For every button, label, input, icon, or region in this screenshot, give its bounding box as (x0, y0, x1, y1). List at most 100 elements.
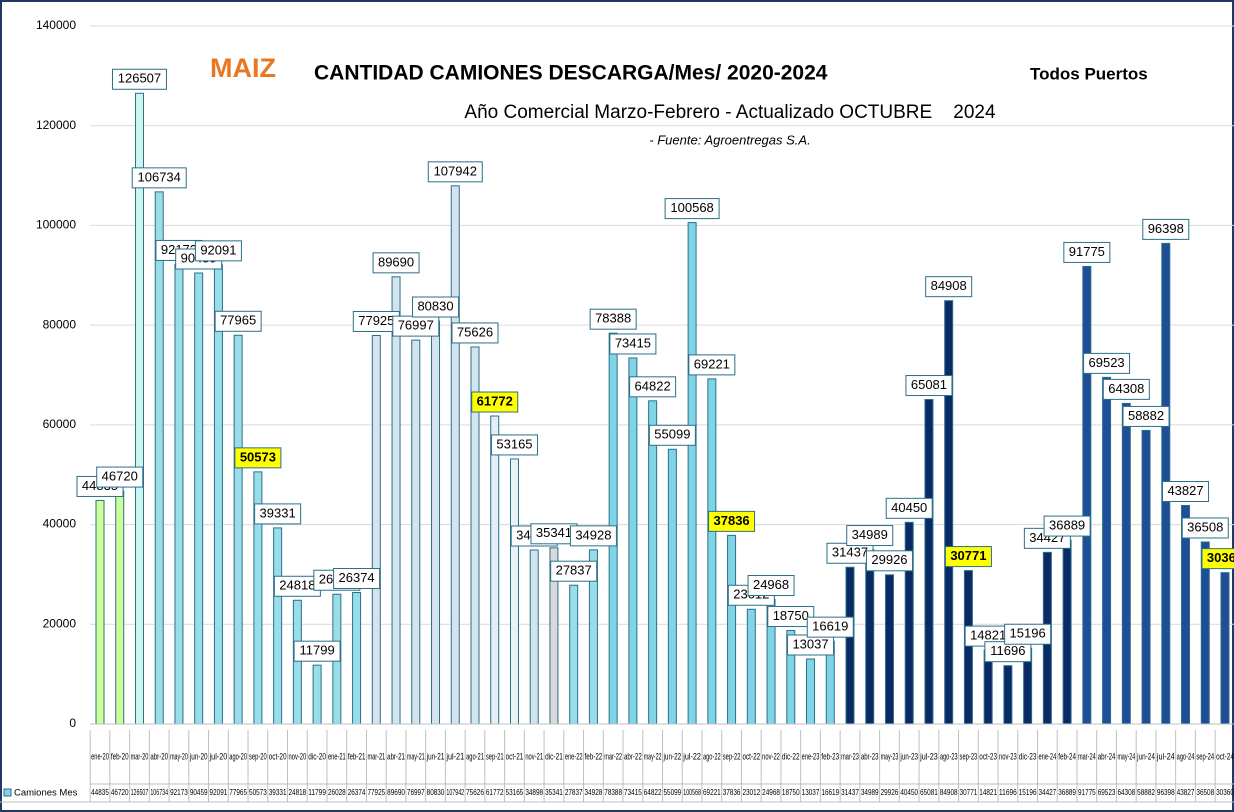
bar (727, 534, 737, 725)
value-label: 24818 (279, 578, 315, 593)
value-label: 80830 (417, 298, 453, 313)
x-tick-label: may-21 (407, 751, 425, 761)
bar (450, 185, 460, 725)
y-tick-label: 120000 (36, 118, 76, 132)
table-value: 69221 (703, 788, 721, 797)
bar (174, 263, 184, 725)
value-label: 96398 (1148, 221, 1184, 236)
table-value: 58882 (1137, 788, 1155, 797)
x-tick-label: ene-20 (91, 751, 109, 761)
chart-title: CANTIDAD CAMIONES DESCARGA/Mes/ 2020-202… (314, 62, 828, 85)
value-label: 37836 (714, 513, 750, 528)
table-value: 107942 (446, 788, 464, 797)
value-label: 64308 (1108, 381, 1144, 396)
table-value: 44835 (91, 788, 109, 797)
source: - Fuente: Agroentregas S.A. (649, 132, 810, 147)
table-value: 37836 (723, 788, 741, 797)
value-label: 36508 (1187, 519, 1223, 534)
bar (490, 415, 500, 725)
value-label: 34989 (852, 527, 888, 542)
x-tick-label: jul-20 (209, 751, 228, 761)
x-tick-label: jul-24 (1156, 751, 1175, 761)
value-label: 18750 (773, 608, 809, 623)
x-tick-label: oct-21 (506, 751, 524, 761)
table-value: 84908 (940, 788, 958, 797)
value-label: 29926 (871, 552, 907, 567)
y-tick-label: 80000 (43, 317, 77, 331)
x-tick-label: nov-23 (999, 751, 1017, 761)
table-value: 35341 (545, 788, 563, 797)
x-tick-label: mar-20 (131, 751, 149, 761)
table-value: 11799 (308, 788, 326, 797)
value-label-box (194, 240, 242, 262)
value-label: 77925 (358, 313, 394, 328)
table-value: 23012 (742, 788, 760, 797)
value-label: 107942 (434, 163, 477, 178)
bar (1220, 572, 1230, 725)
value-label-box (471, 391, 519, 413)
table-value: 80830 (427, 788, 445, 797)
x-tick-label: may-23 (881, 751, 899, 761)
table-value: 106734 (150, 788, 168, 797)
bar (944, 300, 954, 725)
x-tick-label: ene-21 (328, 751, 346, 761)
value-label: 30360 (1207, 550, 1234, 565)
value-label-box (254, 503, 302, 525)
x-tick-label: may-22 (644, 751, 662, 761)
value-label-box (1181, 517, 1229, 539)
value-label-box (905, 375, 953, 397)
value-label-box (1162, 480, 1210, 502)
value-label-box (569, 525, 617, 547)
bar (707, 378, 717, 725)
table-value: 31437 (841, 788, 859, 797)
x-tick-label: mar-21 (367, 751, 385, 761)
value-label-box (1043, 515, 1091, 537)
bar (687, 222, 697, 725)
bar (411, 339, 421, 725)
x-tick-label: sep-21 (486, 751, 504, 761)
subtitle: Año Comercial Marzo-Febrero - Actualizad… (464, 102, 996, 123)
table-value: 30360 (1216, 788, 1234, 797)
value-label: 61772 (477, 393, 513, 408)
x-tick-label: jun-24 (1136, 751, 1154, 761)
value-label-box (806, 616, 854, 638)
bar (648, 400, 658, 725)
value-label: 11696 (990, 643, 1025, 658)
y-tick-label: 40000 (43, 517, 77, 531)
value-label: 50573 (240, 449, 276, 464)
value-label: 40450 (891, 500, 927, 515)
value-label: 11799 (300, 643, 335, 658)
x-tick-label: jul-23 (919, 751, 938, 761)
bar (312, 664, 322, 725)
value-label: 69221 (694, 356, 730, 371)
x-tick-label: mar-24 (1078, 751, 1096, 761)
bar (194, 272, 204, 725)
x-tick-label: sep-22 (723, 751, 741, 761)
bar (431, 320, 441, 725)
value-label: 39331 (260, 505, 296, 520)
table-value: 29926 (881, 788, 899, 797)
table-value: 90459 (190, 788, 208, 797)
bar (233, 334, 243, 725)
bar (292, 599, 302, 725)
bar (273, 527, 283, 725)
table-value: 77965 (229, 788, 247, 797)
value-label-box (111, 68, 167, 90)
value-label-box (1102, 378, 1150, 400)
x-tick-label: dic-21 (545, 751, 563, 761)
x-tick-label: oct-24 (1216, 751, 1234, 761)
value-label: 30771 (950, 548, 986, 563)
x-tick-label: ene-24 (1039, 751, 1057, 761)
x-tick-label: jun-20 (189, 751, 207, 761)
x-tick-label: abr-23 (861, 751, 879, 761)
value-label-box (767, 606, 815, 628)
table-value: 15196 (1019, 788, 1037, 797)
value-label: 35341 (536, 525, 572, 540)
value-label: 31437 (832, 545, 868, 560)
x-tick-label: jun-22 (663, 751, 681, 761)
bar (628, 357, 638, 725)
value-label-box (609, 333, 657, 355)
value-label: 92091 (200, 242, 236, 257)
x-tick-label: feb-22 (585, 751, 603, 761)
table-value: 73415 (624, 788, 642, 797)
